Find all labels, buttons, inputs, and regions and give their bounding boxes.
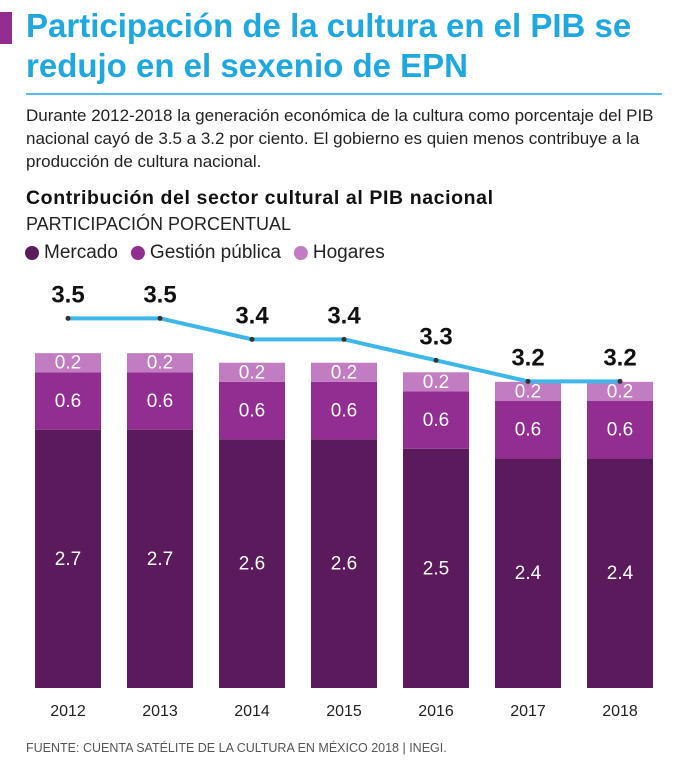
data-label: 0.2 xyxy=(423,372,449,393)
y-axis-label: PARTICIPACIÓN PORCENTUAL xyxy=(26,214,292,234)
bar-segment xyxy=(219,381,285,440)
total-point xyxy=(341,336,347,342)
total-label: 3.5 xyxy=(143,282,176,309)
data-label: 2.4 xyxy=(607,563,634,584)
bar-segment xyxy=(587,458,653,688)
bar-segment xyxy=(587,381,653,401)
bar-segment xyxy=(311,381,377,440)
total-label: 3.5 xyxy=(51,282,84,309)
x-tick-label: 2016 xyxy=(418,703,454,720)
data-label: 0.2 xyxy=(331,362,357,383)
bar-segment xyxy=(311,362,377,382)
bar-segment xyxy=(587,400,653,459)
bar-segment xyxy=(219,439,285,688)
total-label: 3.2 xyxy=(603,345,636,372)
bar-segment xyxy=(35,429,101,688)
total-label: 3.2 xyxy=(511,345,544,372)
x-tick-label: 2017 xyxy=(510,703,546,720)
title-marker xyxy=(0,12,12,44)
bar-segment xyxy=(495,381,561,401)
data-label: 0.6 xyxy=(331,401,357,422)
legend-swatch xyxy=(130,246,145,260)
total-point xyxy=(157,315,163,321)
bar-segment xyxy=(127,353,193,373)
description: Durante 2012-2018 la generación económic… xyxy=(26,106,654,171)
data-label: 2.7 xyxy=(55,549,81,570)
data-label: 0.2 xyxy=(607,381,633,402)
legend-label: Gestión pública xyxy=(150,242,281,263)
data-label: 2.6 xyxy=(331,554,357,575)
bar-segment xyxy=(35,353,101,373)
bar-segment xyxy=(35,372,101,430)
bar-segment xyxy=(311,439,377,688)
bar-segment xyxy=(127,372,193,430)
data-label: 0.2 xyxy=(55,353,81,374)
data-label: 0.6 xyxy=(607,420,633,441)
legend-swatch xyxy=(293,246,308,260)
bar-segment xyxy=(403,448,469,688)
data-label: 0.6 xyxy=(423,410,449,431)
bar-segment xyxy=(495,458,561,688)
bar-segment xyxy=(127,429,193,688)
data-label: 0.2 xyxy=(147,353,173,374)
total-point xyxy=(433,357,439,363)
data-label: 0.6 xyxy=(239,401,265,422)
chart-title: Participación de la cultura en el PIB se… xyxy=(26,7,632,84)
x-tick-label: 2015 xyxy=(326,703,362,720)
bar-segment xyxy=(219,362,285,382)
total-point xyxy=(525,378,531,384)
x-tick-label: 2018 xyxy=(602,703,638,720)
source: FUENTE: CUENTA SATÉLITE DE LA CULTURA EN… xyxy=(26,741,447,755)
legend-label: Mercado xyxy=(44,242,118,263)
total-label: 3.3 xyxy=(419,324,452,351)
data-label: 0.6 xyxy=(55,391,81,412)
bar-segment xyxy=(403,372,469,392)
data-label: 0.6 xyxy=(515,420,541,441)
total-label: 3.4 xyxy=(327,303,361,330)
data-label: 2.7 xyxy=(147,549,173,570)
bar-segment xyxy=(403,391,469,449)
x-tick-label: 2014 xyxy=(234,703,270,720)
x-tick-label: 2012 xyxy=(50,703,86,720)
legend-label: Hogares xyxy=(313,242,385,263)
total-label: 3.4 xyxy=(235,303,269,330)
data-label: 2.4 xyxy=(515,563,542,584)
total-point xyxy=(617,378,623,384)
legend-swatch xyxy=(25,246,39,260)
x-tick-label: 2013 xyxy=(142,703,178,720)
total-point xyxy=(249,336,255,342)
total-point xyxy=(65,315,71,321)
chart-subtitle: Contribución del sector cultural al PIB … xyxy=(26,187,494,209)
data-label: 0.2 xyxy=(239,362,265,383)
data-label: 2.6 xyxy=(239,554,265,575)
data-label: 0.6 xyxy=(147,391,173,412)
data-label: 0.2 xyxy=(515,381,541,402)
bar-segment xyxy=(495,400,561,459)
data-label: 2.5 xyxy=(423,558,449,579)
